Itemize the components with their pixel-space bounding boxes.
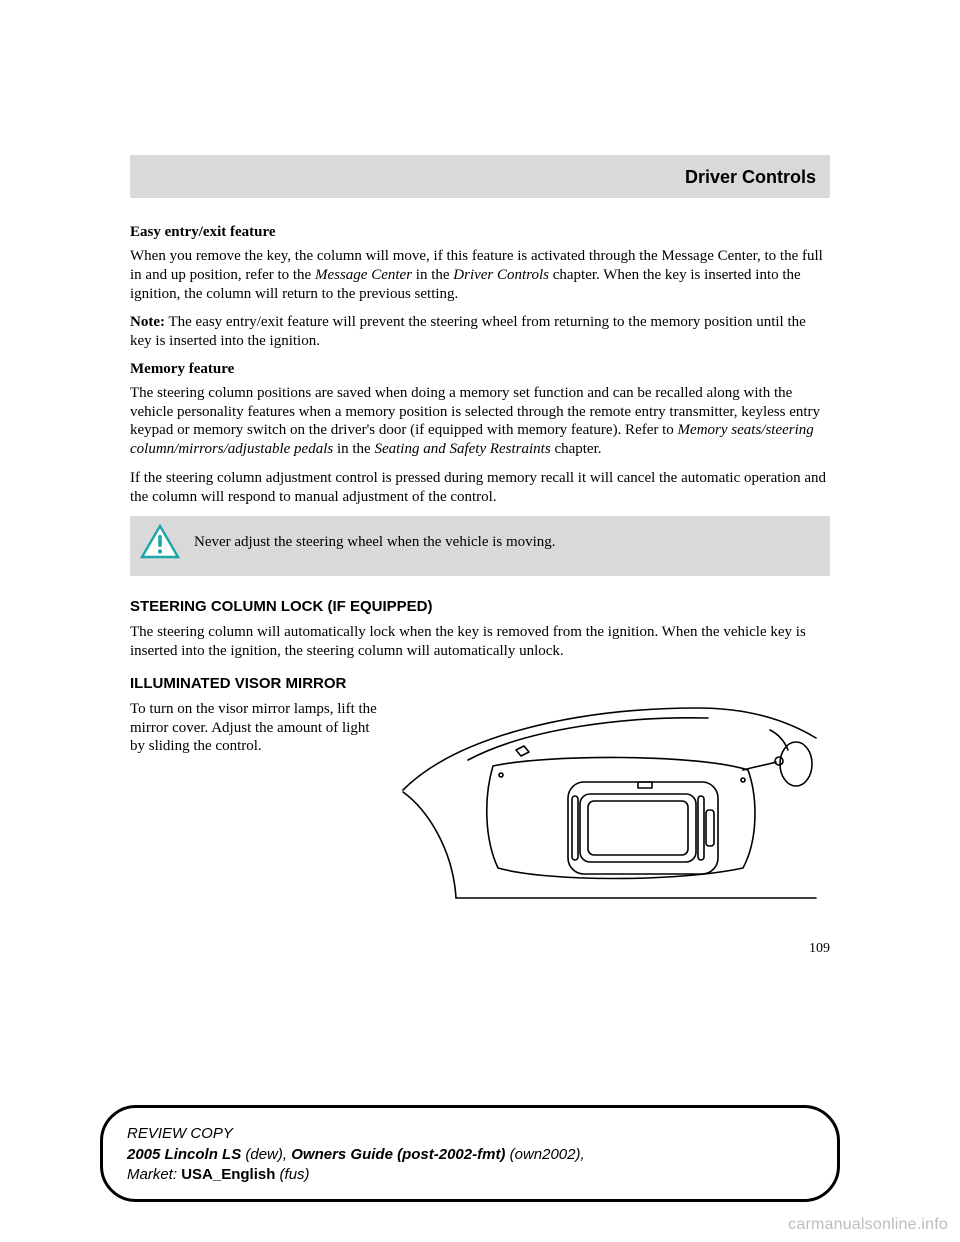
memory-p2: If the steering column adjustment contro… [130,469,830,507]
chapter-title: Driver Controls [685,167,816,187]
visor-text: To turn on the visor mirror lamps, lift … [130,700,380,756]
text-italic: Message Center [315,267,412,283]
steering-lock-heading: STEERING COLUMN LOCK (IF EQUIPPED) [130,598,830,615]
easy-entry-heading: Easy entry/exit feature [130,224,830,241]
text-italic: Market: [127,1166,181,1183]
text-italic: Seating and Safety Restraints [374,441,550,457]
easy-entry-p1: When you remove the key, the column will… [130,247,830,303]
footer-box: REVIEW COPY 2005 Lincoln LS (dew), Owner… [100,1105,840,1202]
text-run: The easy entry/exit feature will prevent… [130,314,806,349]
text-italic: (own2002), [505,1146,584,1163]
visor-heading: ILLUMINATED VISOR MIRROR [130,675,830,692]
easy-entry-note: Note: The easy entry/exit feature will p… [130,313,830,351]
text-italic: (dew) [241,1146,283,1163]
page-number: 109 [130,941,830,957]
warning-text: Never adjust the steering wheel when the… [194,533,556,552]
footer-line3: Market: USA_English (fus) [127,1165,813,1185]
page-content: Driver Controls Easy entry/exit feature … [130,155,830,957]
warning-box: Never adjust the steering wheel when the… [130,516,830,576]
footer-line1: REVIEW COPY [127,1124,813,1144]
text-run: , [283,1146,291,1163]
text-bold: Owners Guide (post-2002-fmt) [291,1146,505,1163]
text-bold: USA_English [181,1166,275,1183]
memory-p1: The steering column positions are saved … [130,384,830,459]
footer-line2: 2005 Lincoln LS (dew), Owners Guide (pos… [127,1145,813,1165]
visor-row: To turn on the visor mirror lamps, lift … [130,700,830,905]
text-italic: Driver Controls [453,267,549,283]
text-bold: 2005 Lincoln LS [127,1146,241,1163]
text-run: in the [333,441,374,457]
visor-mirror-illustration [398,700,818,900]
text-bold: Note: [130,314,165,330]
visor-figure [398,700,830,905]
text-italic: (fus) [275,1166,309,1183]
memory-heading: Memory feature [130,361,830,378]
steering-lock-p1: The steering column will automatically l… [130,623,830,661]
text-run: chapter. [551,441,602,457]
warning-triangle-icon [140,524,180,560]
watermark: carmanualsonline.info [788,1216,948,1234]
chapter-header: Driver Controls [130,155,830,198]
text-run: in the [412,267,453,283]
